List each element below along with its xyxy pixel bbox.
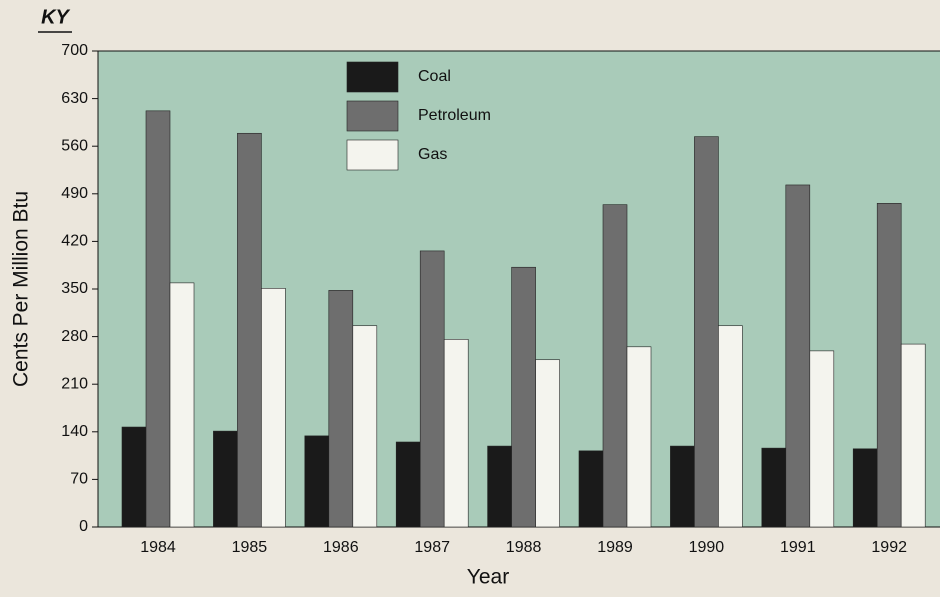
bar	[328, 290, 354, 528]
legend-swatch	[346, 139, 399, 171]
legend-label: Coal	[418, 68, 451, 85]
y-tick-label: 560	[61, 137, 88, 154]
x-tick-label: 1989	[597, 539, 633, 556]
y-tick-label: 420	[61, 233, 88, 250]
y-tick-label: 210	[61, 375, 88, 392]
bar	[121, 426, 147, 528]
y-axis-label: Cents Per Million Btu	[10, 191, 33, 387]
bar	[718, 325, 743, 528]
legend-label: Gas	[418, 146, 447, 163]
x-tick-label: 1990	[689, 539, 725, 556]
x-tick-label: 1988	[506, 539, 542, 556]
bar	[578, 450, 604, 528]
bar	[169, 282, 195, 528]
x-tick-label: 1985	[232, 539, 268, 556]
x-tick-label: 1987	[414, 539, 450, 556]
bar	[670, 445, 695, 528]
legend-label: Petroleum	[418, 107, 491, 124]
bar	[352, 325, 378, 528]
y-tick-label: 490	[61, 185, 88, 202]
bar	[809, 350, 835, 528]
legend-swatch	[346, 100, 399, 132]
x-tick-label: 1992	[871, 539, 907, 556]
bar	[419, 250, 445, 528]
x-tick-label: 1991	[780, 539, 816, 556]
bar	[237, 132, 262, 528]
bar	[785, 184, 811, 528]
chart-title: KY	[41, 6, 70, 28]
bar	[535, 359, 560, 528]
x-axis-label: Year	[467, 566, 509, 589]
y-tick-label: 0	[79, 518, 88, 535]
x-tick-label: 1984	[140, 539, 176, 556]
bar	[145, 110, 171, 528]
y-tick-label: 700	[61, 42, 88, 59]
y-tick-label: 70	[70, 471, 88, 488]
bar	[511, 266, 536, 528]
bar	[626, 346, 652, 528]
bar	[261, 288, 286, 528]
bar	[852, 448, 878, 528]
bar	[900, 343, 926, 528]
y-tick-label: 280	[61, 328, 88, 345]
bar	[213, 430, 238, 528]
bar	[602, 204, 628, 528]
bar	[876, 203, 902, 528]
bar	[395, 441, 421, 528]
bar	[761, 447, 787, 528]
legend-swatch	[346, 61, 399, 93]
y-tick-label: 140	[61, 423, 88, 440]
x-tick-label: 1986	[323, 539, 359, 556]
bar	[443, 339, 469, 528]
bar	[304, 435, 330, 528]
bar	[694, 136, 719, 528]
bar	[487, 445, 512, 528]
y-tick-label: 350	[61, 280, 88, 297]
y-tick-label: 630	[61, 90, 88, 107]
